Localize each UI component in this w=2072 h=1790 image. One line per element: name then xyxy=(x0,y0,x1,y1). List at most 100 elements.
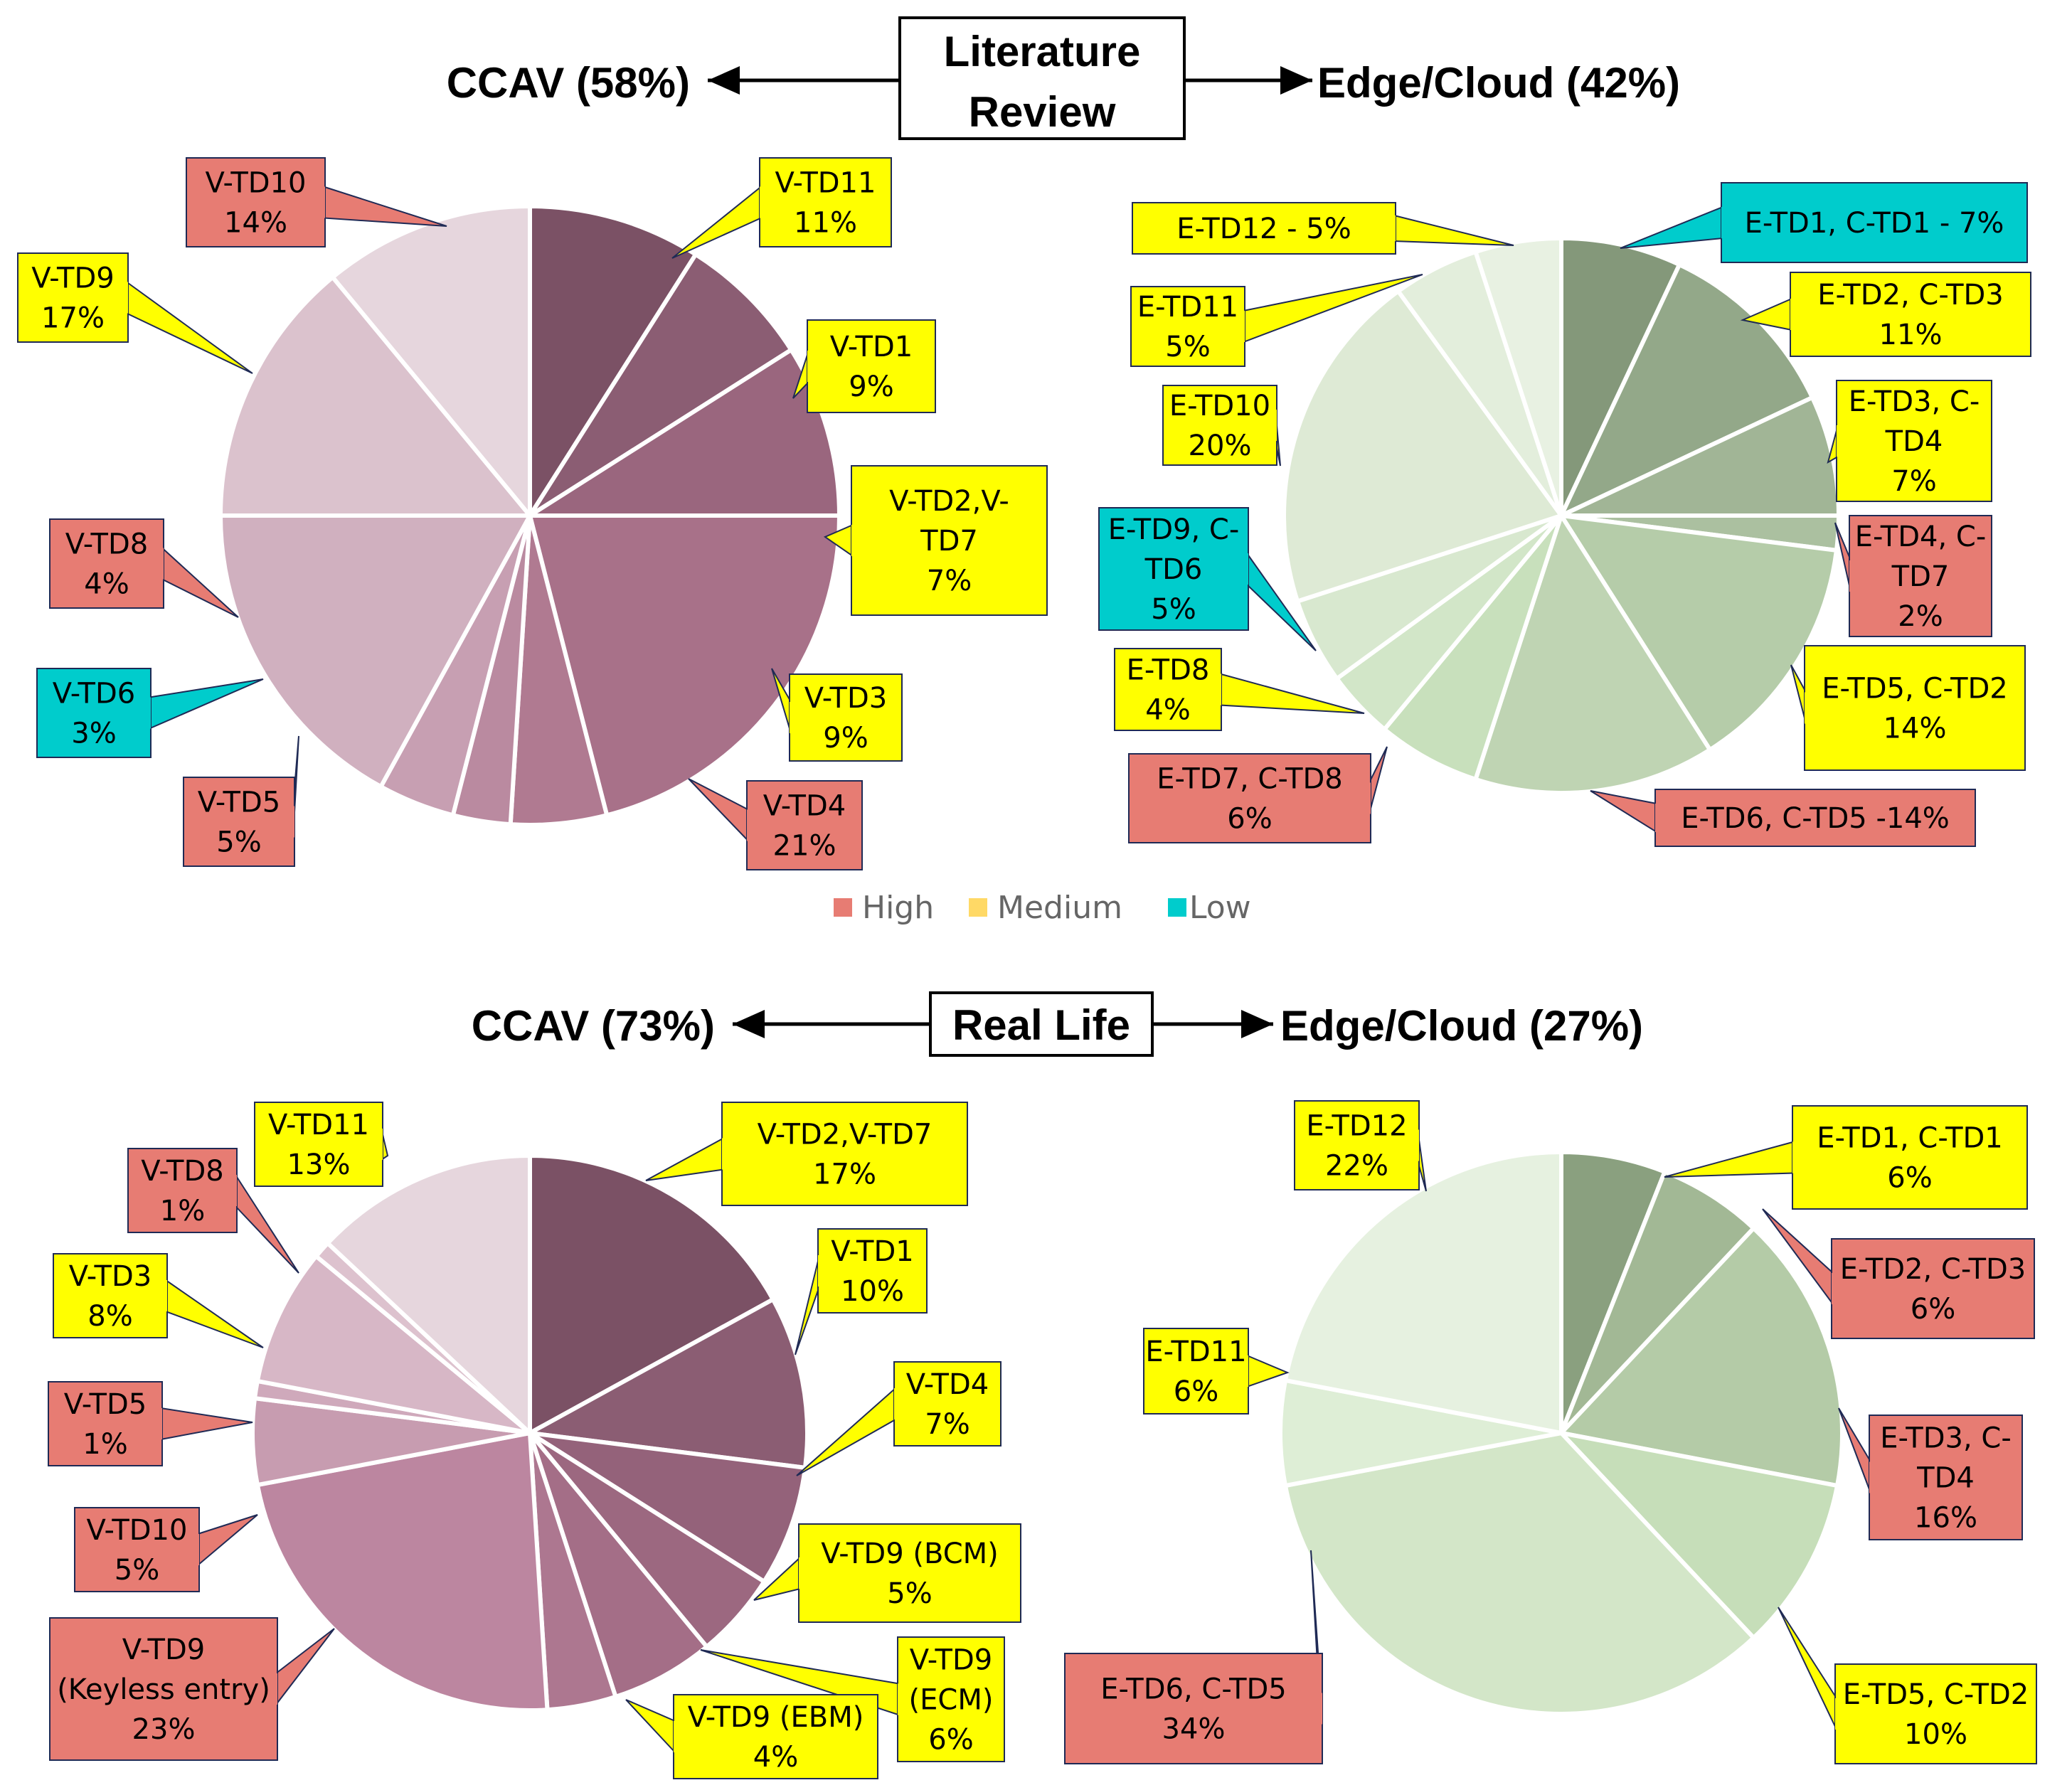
callout-label-line: 1% xyxy=(83,1428,127,1461)
callout-box xyxy=(127,1148,238,1233)
pie-1-slice-3 xyxy=(528,347,841,518)
callout-label-line: TD4 xyxy=(1885,425,1943,458)
callout-tail xyxy=(1778,1607,1837,1730)
callout-label-line: V-TD1 xyxy=(831,1235,913,1268)
callout-tail xyxy=(160,1407,253,1441)
callout-tail xyxy=(275,1628,335,1707)
callout-label-line: 23% xyxy=(132,1713,196,1746)
pie-2-slice-5 xyxy=(1559,513,1839,752)
pie-3-callout-9: V-TD5 1% xyxy=(48,1381,253,1466)
callout-tail xyxy=(1790,664,1807,724)
callout-box xyxy=(74,1507,200,1592)
pie-3-slice-3 xyxy=(528,1431,807,1584)
pie-1 xyxy=(218,204,841,827)
callout-label-line: E-TD5, C-TD2 xyxy=(1843,1678,2029,1711)
callout-box xyxy=(1132,202,1396,255)
callout-tail xyxy=(625,1699,676,1754)
callout-label-line: 22% xyxy=(1325,1150,1388,1183)
callout-box xyxy=(49,518,164,609)
callout-label-line: V-TD9 xyxy=(910,1644,992,1677)
callout-label-line: V-TD4 xyxy=(763,790,846,823)
callout-box xyxy=(1834,1663,2037,1764)
pie-4-callout-3: E-TD3, C- TD4 16% xyxy=(1838,1407,2023,1540)
pie-1-callout-8: V-TD9 17% xyxy=(17,252,253,374)
callout-label-line: V-TD6 xyxy=(53,678,135,710)
callout-label-line: E-TD1, C-TD1 xyxy=(1817,1122,2003,1155)
callout-label-line: 5% xyxy=(1151,593,1196,626)
pie-1-callout-9: V-TD10 14% xyxy=(186,157,447,247)
callout-box xyxy=(1064,1653,1323,1764)
callout-box xyxy=(1654,789,1976,847)
callout-label-line: V-TD9 (EBM) xyxy=(688,1701,864,1734)
callout-box xyxy=(807,319,936,413)
callout-label-line: E-TD6, C-TD5 -14% xyxy=(1681,802,1950,835)
callout-label-line: 7% xyxy=(925,1408,969,1441)
pie-1-slice-4 xyxy=(528,513,841,818)
legend-swatch-low xyxy=(1168,898,1186,917)
legend: High Medium Low xyxy=(834,890,1251,926)
callout-label-line: 9% xyxy=(849,371,893,403)
pie-1-callout-4: V-TD4 21% xyxy=(688,778,863,870)
pie-2-callout-4: E-TD4, C- TD7 2% xyxy=(1834,515,1992,637)
callout-box xyxy=(36,668,152,758)
callout-tail xyxy=(1246,1354,1290,1388)
pie-1-callout-7: V-TD8 4% xyxy=(49,518,239,618)
pie-4-slice-4 xyxy=(1559,1431,1839,1640)
header-box-real-line1: Real Life xyxy=(952,1001,1130,1049)
callout-label-line: 14% xyxy=(224,207,287,240)
pie-3-callout-1: V-TD2,V-TD7 17% xyxy=(645,1102,968,1206)
legend-label-high: High xyxy=(862,890,934,926)
legend-label-medium: Medium xyxy=(997,890,1122,926)
callout-tail xyxy=(671,185,762,259)
pie-4-callout-4: E-TD5, C-TD2 10% xyxy=(1778,1607,2037,1764)
callout-box xyxy=(851,465,1048,616)
callout-box xyxy=(1143,1328,1249,1415)
callout-label-line: E-TD9, C- xyxy=(1108,513,1240,546)
callout-tail xyxy=(323,186,447,227)
callout-label-line: (Keyless entry) xyxy=(57,1673,270,1706)
callout-label-line: TD6 xyxy=(1144,553,1203,586)
callout-label-line: 13% xyxy=(287,1149,351,1181)
pie-2-slice-12 xyxy=(1473,236,1563,518)
header-real-left: CCAV (73%) xyxy=(472,1002,715,1050)
pie-3-slice-2 xyxy=(528,1297,809,1470)
callout-box xyxy=(759,157,892,247)
callout-label-line: E-TD6, C-TD5 xyxy=(1100,1673,1287,1706)
pie-2-slice-1 xyxy=(1559,236,1682,518)
callout-label-line: 4% xyxy=(753,1741,798,1774)
callout-label-line: E-TD5, C-TD2 xyxy=(1822,673,2008,705)
callout-label-line: 6% xyxy=(928,1724,973,1757)
callout-label-line: E-TD1, C-TD1 - 7% xyxy=(1745,207,2004,240)
callout-label-line: (ECM) xyxy=(909,1684,994,1717)
callout-label-line: V-TD1 xyxy=(830,331,913,363)
pie-2-callout-2: E-TD2, C-TD3 11% xyxy=(1740,272,2031,357)
pie-3-slice-10 xyxy=(255,1254,532,1435)
callout-label-line: 20% xyxy=(1189,430,1252,462)
pie-2-callout-6: E-TD6, C-TD5 -14% xyxy=(1590,789,1976,847)
callout-label-line: V-TD11 xyxy=(775,167,876,200)
callout-box xyxy=(53,1253,168,1338)
pie-1-callout-5: V-TD5 5% xyxy=(183,735,299,867)
pie-3-callout-4: V-TD9 (BCM) 5% xyxy=(753,1523,1021,1623)
callout-label-line: V-TD2,V-TD7 xyxy=(758,1119,933,1151)
callout-label-line: 6% xyxy=(1174,1375,1218,1408)
pie-4-slice-5 xyxy=(1283,1431,1756,1716)
callout-label-line: 1% xyxy=(160,1195,205,1227)
callout-tail xyxy=(688,778,749,843)
callout-box xyxy=(897,1636,1005,1762)
callout-label-line: 7% xyxy=(1891,465,1936,498)
header-box-real xyxy=(929,991,1154,1057)
callout-label-line: E-TD4, C- xyxy=(1855,521,1987,553)
callout-label-line: V-TD3 xyxy=(804,682,887,715)
callout-tail xyxy=(165,1279,264,1348)
pie-2-slice-10 xyxy=(1282,289,1563,604)
callout-tail xyxy=(1590,790,1657,833)
callout-label-line: 2% xyxy=(1898,600,1943,633)
pie-3-callout-5: V-TD9 (ECM) 6% xyxy=(700,1636,1005,1762)
callout-label-line: 9% xyxy=(823,722,868,755)
pie-2-callout-3: E-TD3, C- TD4 7% xyxy=(1827,380,1992,502)
pie-2-slice-6 xyxy=(1473,513,1712,795)
